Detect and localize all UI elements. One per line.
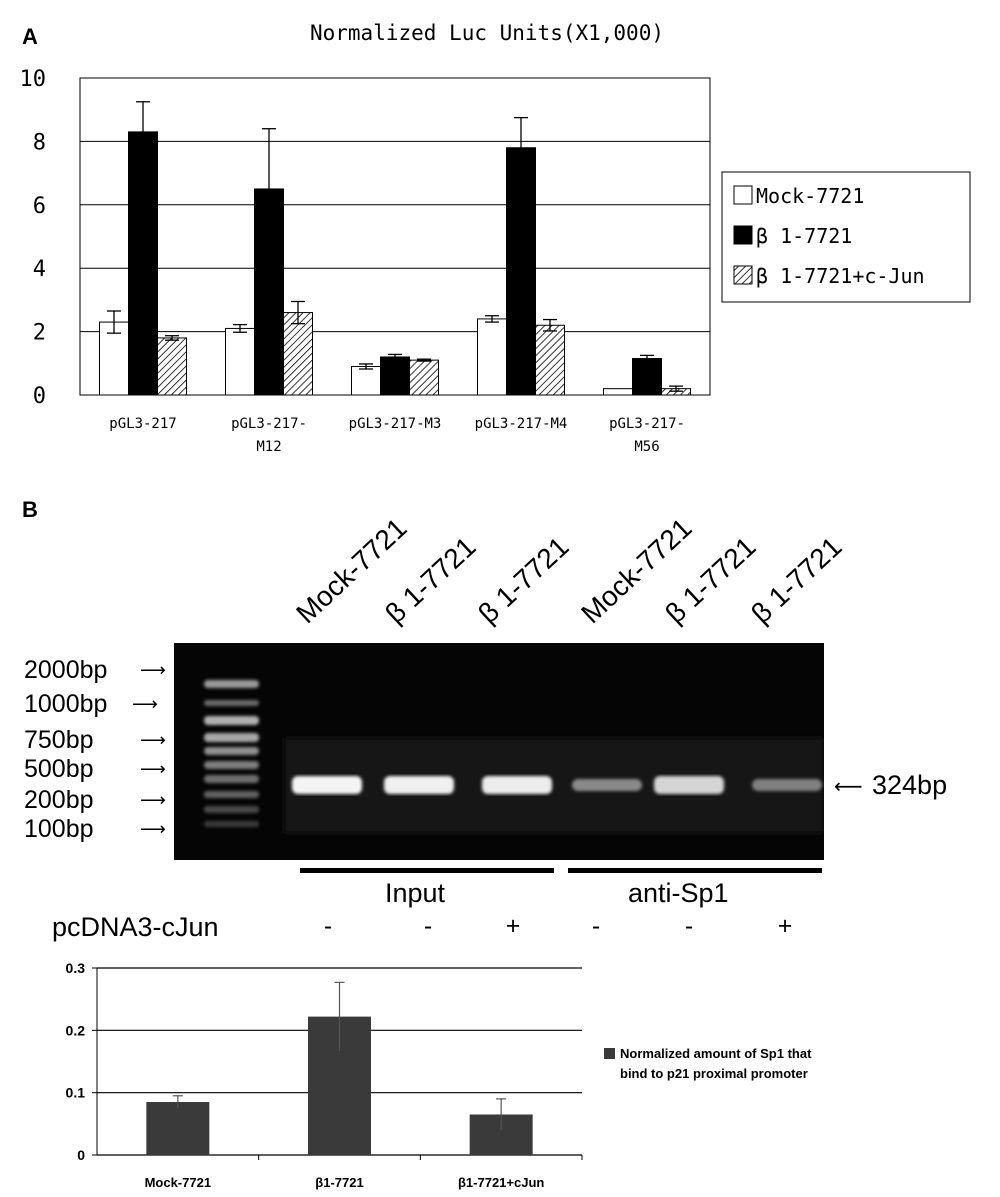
bar [225,327,255,396]
treatment-sign: + [777,912,793,940]
pcr-band [752,779,822,791]
y-tick-label: 2 [33,321,46,346]
x-category-label: pGL3-217- [231,416,307,432]
y-tick-label: 0 [77,1147,85,1163]
panel-a-letter: A [22,24,38,49]
ladder-lane [204,680,259,827]
bar [351,365,381,396]
y-tick-label: 8 [33,130,46,155]
bar [632,358,662,396]
treatment-sign: + [505,912,521,940]
gel-lane-background [284,738,824,833]
band-size-label: 324bp [872,770,948,800]
ladder-marker-label: 100bp [24,815,94,843]
ladder-marker-label: 750bp [24,726,94,754]
ladder-marker-label: 200bp [24,786,94,814]
treatment-sign: - [423,912,433,940]
legend-swatch [604,1048,615,1059]
luciferase-bar-chart: Normalized Luc Units(X1,000) 0 2 4 6 8 10 pGL… [20,21,971,455]
treatment-sign: - [684,912,694,940]
legend-label: bind to p21 proximal promoter [620,1066,808,1081]
x-category-label: pGL3-217 [109,416,176,432]
x-category-label: pGL3-217- [609,416,685,432]
ladder-marker-label: 500bp [24,755,94,783]
marker-arrow-icon: ⟶ [140,790,166,811]
legend-label: β 1-7721 [756,224,852,248]
y-tick-label: 0.3 [66,960,86,976]
legend-swatch [733,225,753,245]
legend-label: Mock-7721 [756,184,864,208]
band-arrow-icon: ⟵ [834,774,863,798]
legend-swatch [733,265,753,285]
y-tick-label: 0.1 [66,1085,86,1101]
lane-label: β 1-7721 [472,530,575,630]
y-tick-label: 0.2 [66,1022,86,1038]
x-category-label: Mock-7721 [145,1175,211,1190]
x-category-label: β1-7721+cJun [458,1175,544,1190]
bar [254,188,284,396]
pcr-band [384,776,454,794]
input-group-label: Input [385,878,446,908]
anti-sp1-group-label: anti-Sp1 [628,878,729,908]
panel-b-letter: B [22,497,38,522]
marker-arrow-icon: ⟶ [132,694,158,715]
bar [99,321,129,396]
marker-arrow-icon: ⟶ [140,660,166,681]
legend-label: β 1-7721+c-Jun [756,264,925,288]
bar [477,318,507,396]
marker-arrow-icon: ⟶ [140,759,166,780]
chart-a-title: Normalized Luc Units(X1,000) [310,21,664,45]
bar [506,147,536,396]
pcr-band [572,779,642,791]
pcdna3-cjun-label: pcDNA3-cJun [52,912,219,942]
treatment-sign: - [591,912,601,940]
agarose-gel-image [174,643,824,860]
legend-swatch [733,185,753,205]
bar [603,388,633,396]
bar [283,312,313,396]
legend-box [721,171,971,303]
x-category-label: β1-7721 [315,1175,363,1190]
x-category-label: M12 [256,439,281,455]
marker-arrow-icon: ⟶ [140,819,166,840]
bar [128,131,158,396]
x-category-label: M56 [634,439,659,455]
y-tick-label: 10 [20,67,47,92]
pcr-band [482,776,552,794]
legend-label: Normalized amount of Sp1 that [620,1046,812,1061]
bar [409,359,439,396]
x-category-label: pGL3-217-M4 [475,416,568,432]
y-tick-label: 0 [33,384,46,409]
y-tick-label: 4 [33,257,46,282]
sp1-binding-bar-chart: 00.10.20.3 Mock-7721 β1-7721 β1-7721+cJun … [66,960,813,1190]
ladder-marker-label: 2000bp [24,656,108,684]
y-tick-label: 6 [33,194,46,219]
ladder-marker-label: 1000bp [24,690,108,718]
lane-label: β 1-7721 [745,530,848,630]
input-group-bar [300,868,554,873]
treatment-sign: - [323,912,333,940]
bar [146,1102,210,1155]
bar [535,324,565,396]
bar [157,337,187,396]
x-category-label: pGL3-217-M3 [349,416,442,432]
pcr-band [654,776,724,794]
anti-sp1-group-bar [568,868,822,873]
marker-arrow-icon: ⟶ [140,730,166,751]
bar [380,356,410,396]
pcr-band [292,776,362,794]
